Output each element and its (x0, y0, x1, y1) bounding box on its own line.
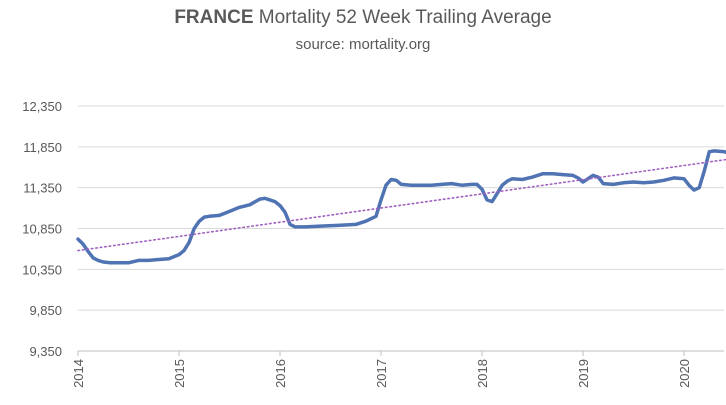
x-tick-label-1: 2015 (172, 359, 187, 388)
chart-title-rest: Mortality 52 Week Trailing Average (258, 7, 552, 28)
chart-subtitle: source: mortality.org (295, 36, 431, 53)
y-tick-label-1: 9,850 (29, 303, 62, 318)
x-tick-label-5: 2019 (576, 359, 591, 388)
x-tick-label-4: 2018 (475, 359, 490, 388)
y-tick-label-0: 9,350 (29, 344, 62, 359)
x-tick-label-0: 2014 (71, 359, 86, 388)
trendline (77, 158, 726, 252)
y-tick-label-3: 10,850 (22, 222, 62, 237)
y-tick-label-4: 11,350 (23, 181, 62, 196)
y-tick-label-2: 10,350 (22, 262, 62, 277)
x-tick-label-2: 2016 (273, 359, 288, 388)
x-tick-label-3: 2017 (374, 359, 389, 388)
mortality-series-line (76, 149, 726, 265)
chart-title-bold: FRANCE (174, 7, 254, 28)
y-tick-label-6: 12,350 (22, 99, 62, 114)
x-tick-label-6: 2020 (677, 359, 692, 388)
y-tick-label-5: 11,850 (23, 140, 62, 155)
chart-title: FRANCE Mortality 52 Week Trailing Averag… (0, 7, 726, 29)
